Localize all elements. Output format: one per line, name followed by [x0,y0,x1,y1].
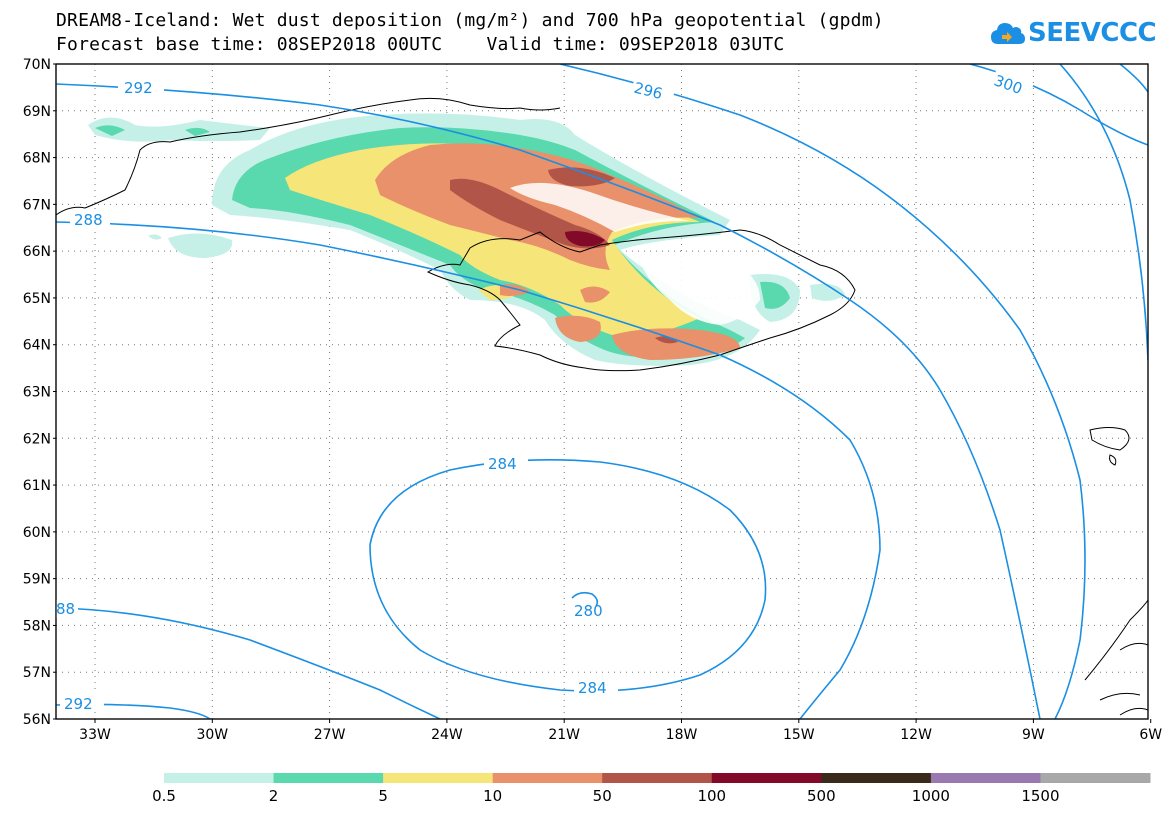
geopotential-contours [56,64,1148,719]
map-title-line-1: DREAM8-Iceland: Wet dust deposition (mg/… [56,10,884,31]
latitude-label: 68N [23,151,51,167]
colorbar [164,773,1151,783]
latitude-label: 59N [23,572,51,588]
longitude-labels: 33W 30W 27W 24W 21W 18W 15W 12W 9W 6W [79,719,1162,743]
seevccc-logo: SEEVCCC [990,18,1157,48]
colorbar-segment [821,773,932,783]
colorbar-label: 50 [593,787,612,805]
longitude-label: 9W [1022,727,1045,743]
contour-label-88: 88 [56,600,75,618]
latitude-label: 62N [23,431,51,447]
longitude-label: 30W [196,727,228,743]
longitude-label: 27W [314,727,346,743]
logo-text: SEEVCCC [1028,18,1157,48]
longitude-label: 33W [79,727,111,743]
colorbar-segment [164,773,275,783]
latitude-label: 63N [23,385,51,401]
colorbar-segment [1040,773,1151,783]
latitude-label: 67N [23,197,51,213]
contour-label-280: 280 [574,602,603,620]
contour-label-292-top: 292 [124,79,153,97]
latitude-label: 64N [23,338,51,354]
contour-label-284-bottom: 284 [578,679,607,697]
colorbar-segment [711,773,822,783]
contour-label-292-bottom: 292 [64,695,93,713]
longitude-label: 21W [548,727,580,743]
longitude-label: 12W [900,727,932,743]
latitude-label: 56N [23,712,51,728]
longitude-label: 15W [783,727,815,743]
colorbar-segment [273,773,384,783]
latitude-label: 69N [23,104,51,120]
latitude-label: 66N [23,244,51,260]
cloud-logo-icon [991,23,1025,44]
longitude-label: 6W [1139,727,1162,743]
latitude-label: 58N [23,618,51,634]
colorbar-segment [383,773,494,783]
contour-label-288: 288 [74,211,103,229]
latitude-label: 60N [23,525,51,541]
colorbar-segment [930,773,1041,783]
contour-label-284-top: 284 [488,455,517,473]
colorbar-label: 2 [269,787,279,805]
latitude-label: 70N [23,57,51,73]
latitude-label: 61N [23,478,51,494]
colorbar-label: 100 [697,787,726,805]
latitude-label: 57N [23,665,51,681]
colorbar-label: 10 [483,787,502,805]
latitude-labels: 70N 69N 68N 67N 66N 65N 64N 63N 62N 61N 60N 59N 58N 5… [23,57,56,728]
colorbar-segment [492,773,603,783]
colorbar-label: 1000 [912,787,950,805]
longitude-label: 24W [431,727,463,743]
colorbar-segment [602,773,713,783]
map-title-line-2: Forecast base time: 08SEP2018 00UTC Vali… [56,34,785,55]
latitude-label: 65N [23,291,51,307]
colorbar-label: 0.5 [152,787,176,805]
contour-labels: 292 296 300 288 284 280 284 88 292 [56,69,1034,713]
colorbar-label: 500 [807,787,836,805]
colorbar-label: 5 [378,787,388,805]
coastlines [56,97,1148,716]
colorbar-label: 1500 [1021,787,1059,805]
longitude-label: 18W [666,727,698,743]
colorbar-labels: 0.5 2 5 10 50 100 500 1000 1500 [152,787,1059,805]
